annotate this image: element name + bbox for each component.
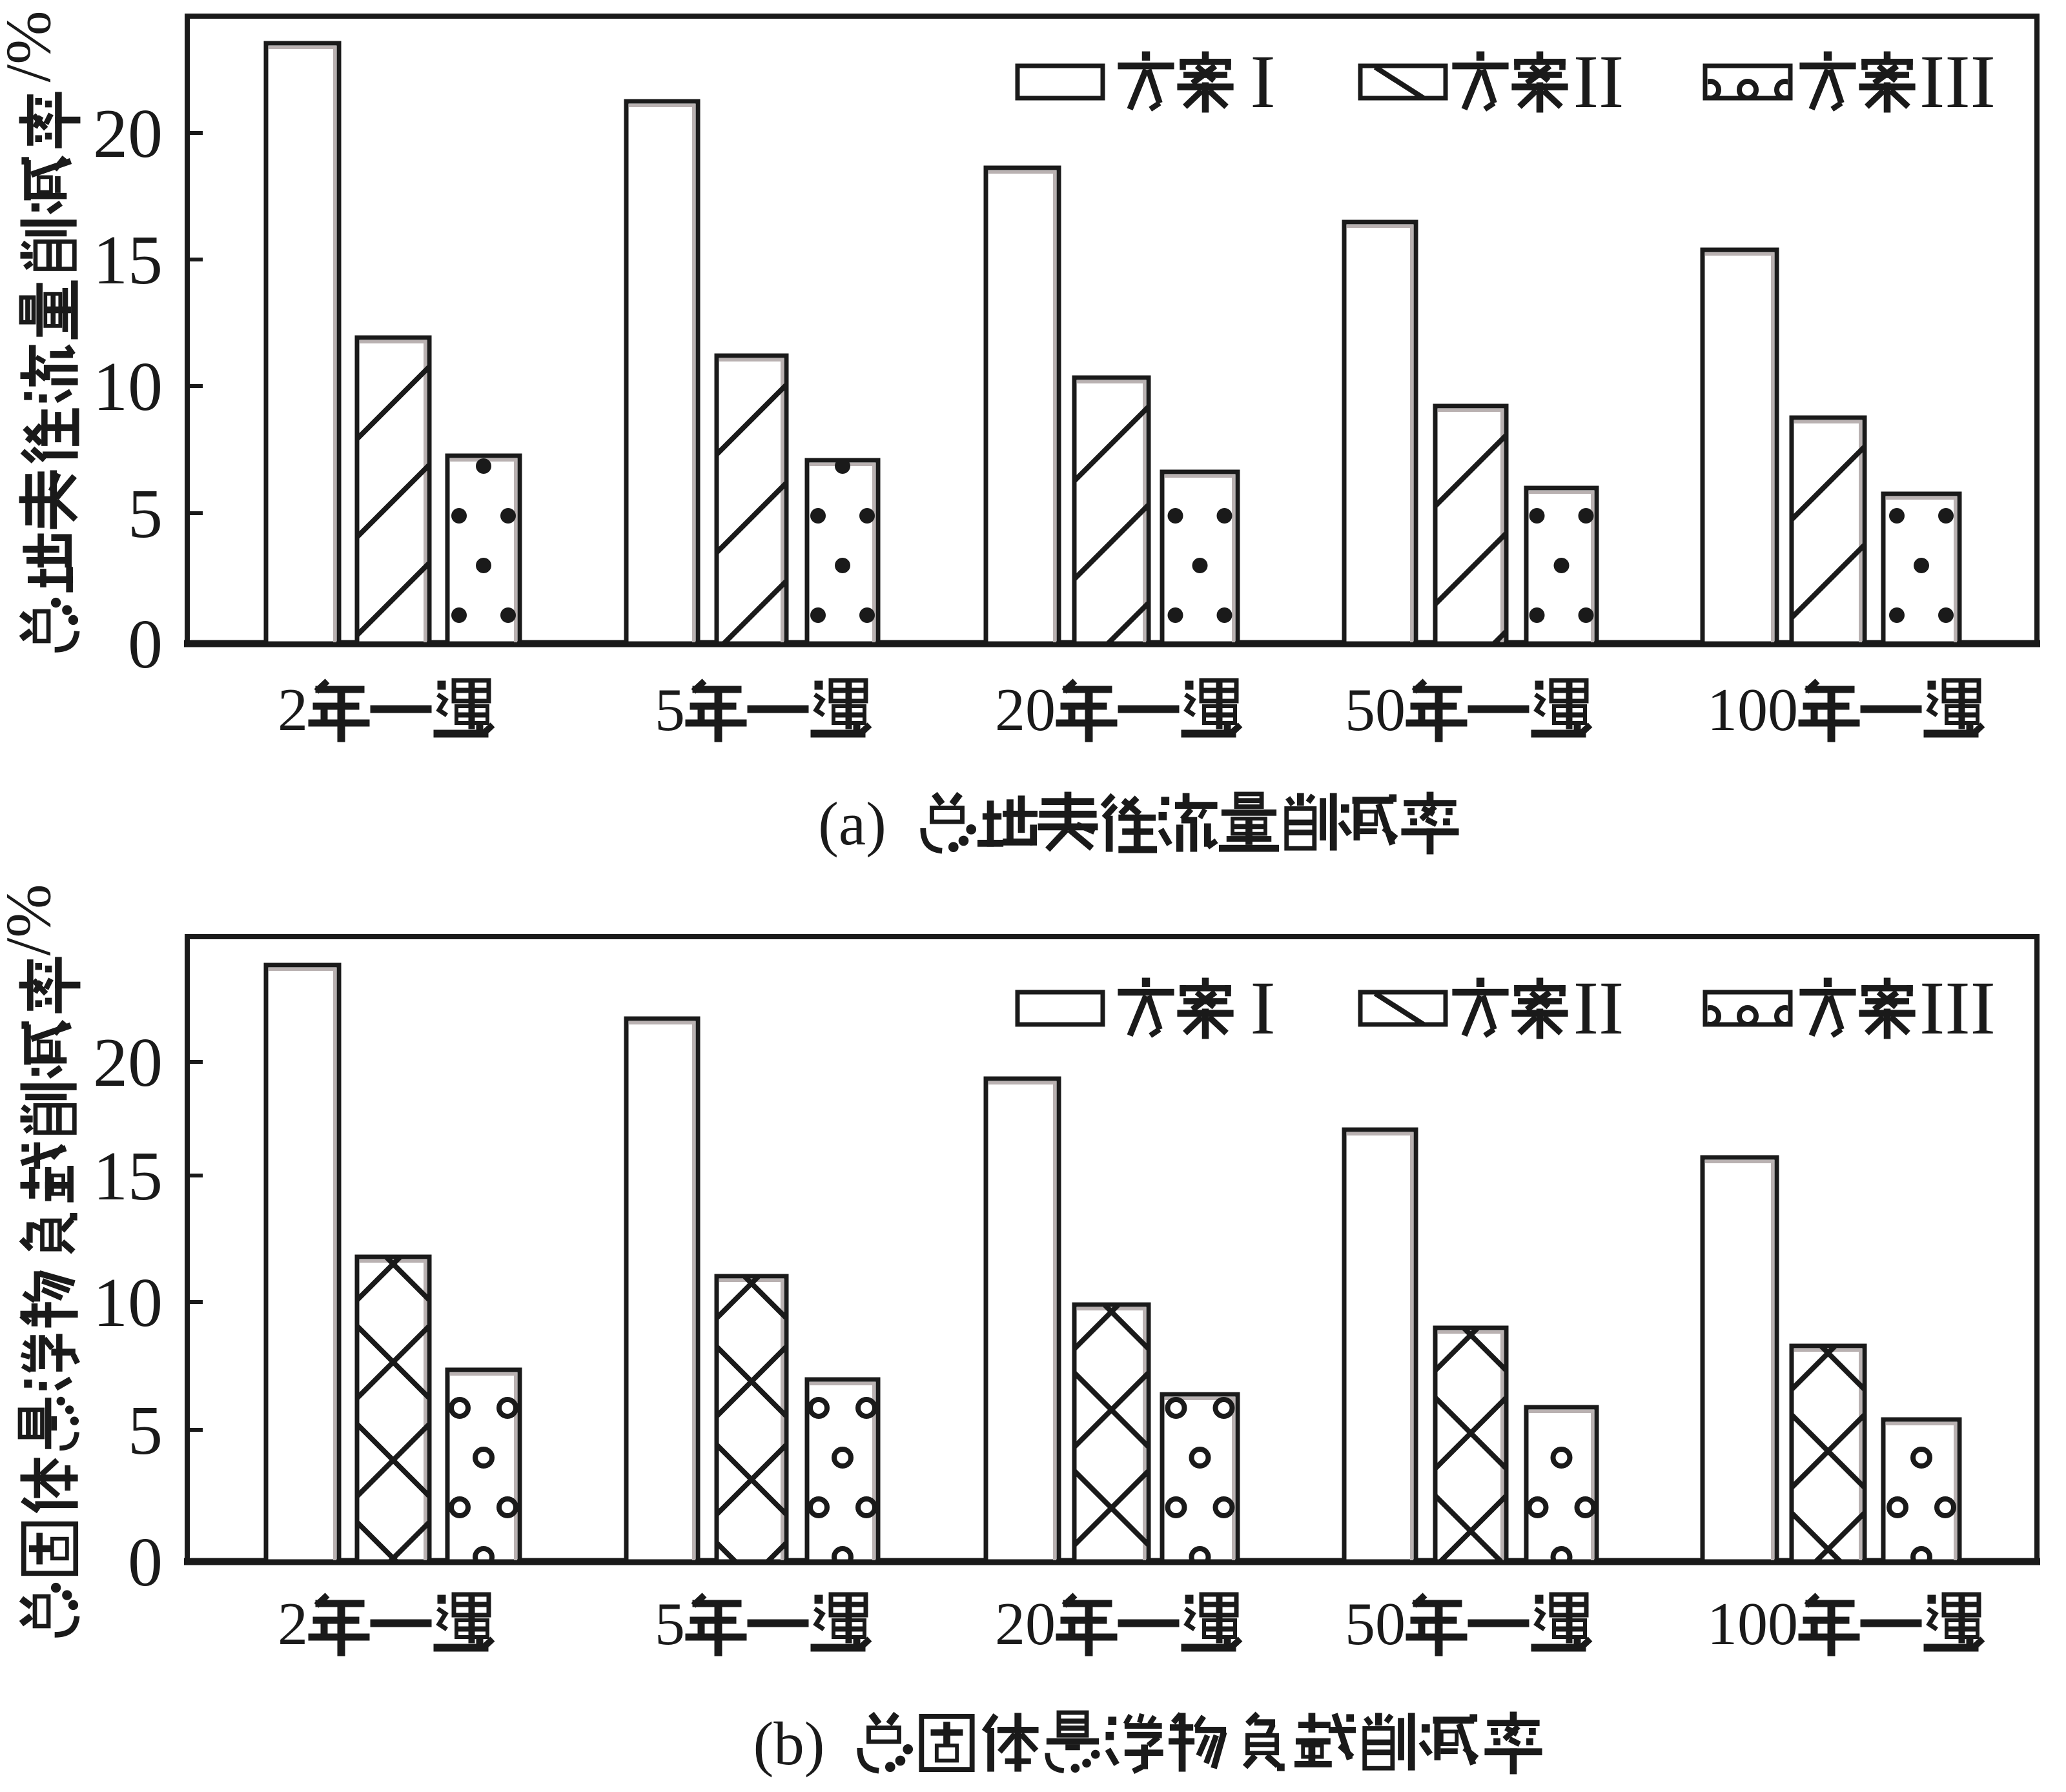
svg-text:5: 5	[655, 677, 685, 744]
svg-text:/%: /%	[0, 10, 64, 82]
svg-text:20: 20	[93, 1024, 163, 1101]
svg-text:50: 50	[1345, 677, 1406, 744]
svg-text:(b): (b)	[753, 1709, 825, 1778]
svg-text:II: II	[1573, 966, 1624, 1050]
svg-text:5: 5	[655, 1591, 685, 1658]
svg-text:10: 10	[93, 1265, 163, 1341]
svg-text:100: 100	[1707, 677, 1798, 744]
svg-text:20: 20	[93, 96, 163, 172]
svg-text:III: III	[1919, 966, 1996, 1050]
svg-text:15: 15	[93, 222, 163, 299]
svg-text:II: II	[1573, 39, 1624, 124]
svg-text:15: 15	[93, 1138, 163, 1215]
svg-text:0: 0	[128, 1524, 163, 1601]
svg-text:(a): (a)	[818, 789, 886, 858]
svg-text:2: 2	[278, 677, 308, 744]
svg-text:I: I	[1250, 39, 1275, 124]
svg-text:2: 2	[278, 1591, 308, 1658]
svg-text:100: 100	[1707, 1591, 1798, 1658]
svg-text:5: 5	[128, 1392, 163, 1469]
svg-text:50: 50	[1345, 1591, 1406, 1658]
svg-text:10: 10	[93, 349, 163, 425]
svg-text:III: III	[1919, 39, 1996, 124]
svg-text:/%: /%	[0, 884, 64, 955]
svg-text:20: 20	[995, 677, 1056, 744]
svg-text:5: 5	[128, 476, 163, 553]
svg-text:I: I	[1250, 966, 1275, 1050]
svg-text:20: 20	[995, 1591, 1056, 1658]
svg-text:0: 0	[128, 606, 163, 683]
